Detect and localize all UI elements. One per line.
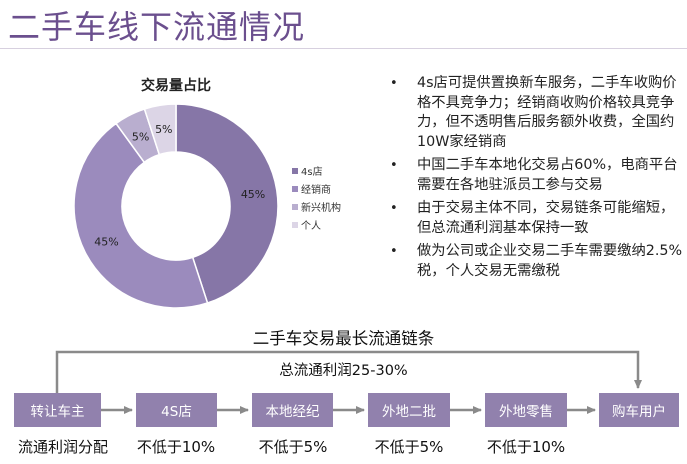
share-remote-retail: 不低于10% (486, 438, 566, 456)
chain-node-remote-wholesale: 外地二批 (368, 393, 450, 427)
chain-node-4s-store: 4S店 (136, 393, 217, 427)
legend-swatch (292, 204, 298, 210)
chain-connectors (55, 350, 642, 414)
note-item: 做为公司或企业交易二手车需要缴纳2.5%税，个人交易无需缴税 (386, 242, 686, 281)
slice-label: 45% (241, 188, 265, 201)
chain-node-remote-retail: 外地零售 (485, 393, 567, 427)
legend-label: 新兴机构 (301, 201, 341, 214)
chain-node-local-broker: 本地经纪 (252, 393, 333, 427)
note-item: 由于交易主体不同，交易链条可能缩短，但总流通利润基本保持一致 (386, 199, 686, 238)
slice-label: 5% (155, 123, 172, 136)
notes-list: 4s店可提供置换新车服务，二手车收购价格不具竞争力；经销商收购价格较具竞争力，但… (386, 74, 686, 285)
legend-label: 4s店 (301, 165, 323, 178)
chain-node-seller: 转让车主 (14, 393, 101, 427)
chain-node-buyer: 购车用户 (599, 393, 679, 427)
chain-title: 二手车交易最长流通链条 (252, 329, 435, 348)
legend-label: 经销商 (301, 183, 331, 196)
legend-swatch (292, 168, 298, 174)
chart-title: 交易量占比 (141, 77, 211, 94)
legend-swatch (292, 222, 298, 228)
legend-label: 个人 (301, 220, 321, 232)
page-title: 二手车线下流通情况 (8, 8, 306, 46)
share-4s-store: 不低于10% (136, 438, 216, 456)
total-profit-label: 总流通利润25-30% (279, 363, 408, 379)
donut-slice (175, 103, 279, 304)
donut-slice (143, 103, 177, 156)
share-local-broker: 不低于5% (258, 438, 328, 456)
total-profit-bracket (55, 350, 642, 393)
note-item: 4s店可提供置换新车服务，二手车收购价格不具竞争力；经销商收购价格较具竞争力，但… (386, 74, 686, 152)
slice-label: 45% (94, 235, 118, 248)
donut-slice (73, 122, 209, 308)
legend-swatch (292, 186, 298, 192)
share-caption: 流通利润分配 (17, 438, 108, 456)
slice-label: 5% (132, 131, 149, 144)
note-item: 中国二手车本地化交易占60%，电商平台需要在各地驻派员工参与交易 (386, 156, 686, 195)
share-remote-wholesale: 不低于5% (374, 438, 444, 456)
title-divider (0, 48, 687, 49)
